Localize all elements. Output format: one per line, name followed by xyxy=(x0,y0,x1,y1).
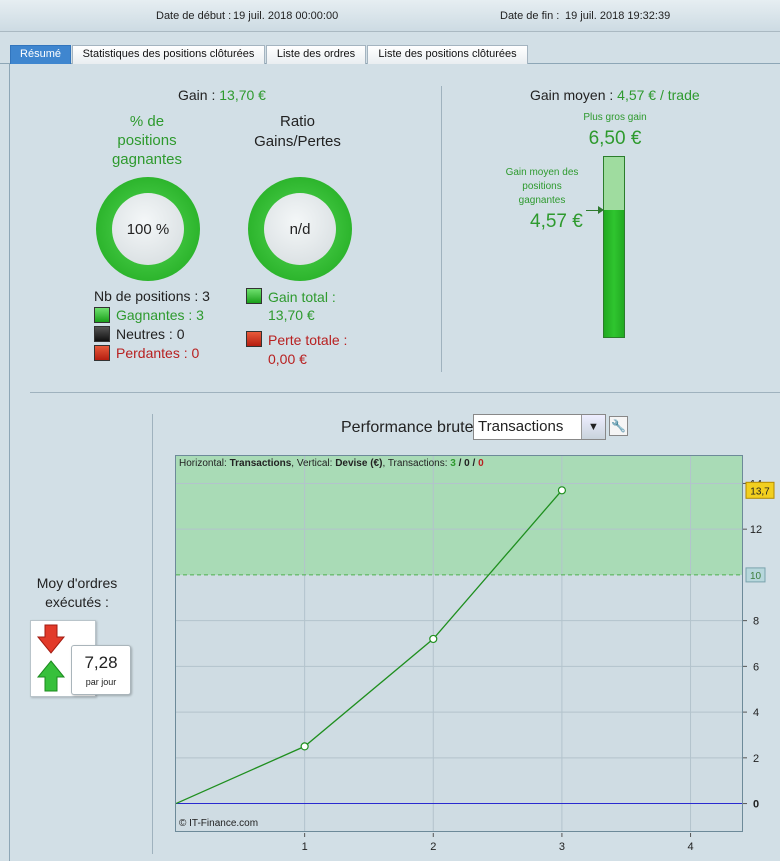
profit-zone xyxy=(176,456,742,575)
ratio-gauge: n/d xyxy=(248,177,352,281)
tab-resume[interactable]: Résumé xyxy=(10,45,71,64)
tab-orders-list[interactable]: Liste des ordres xyxy=(266,45,366,64)
order-arrows-icon xyxy=(36,624,66,692)
data-point xyxy=(557,486,567,495)
avg-gain-label: Gain moyen : xyxy=(530,87,614,103)
chart-copyright: © IT-Finance.com xyxy=(179,818,259,829)
neutral-count: Neutres : 0 xyxy=(116,326,185,342)
performance-line xyxy=(176,489,563,805)
avg-gain-summary: Gain moyen : 4,57 € / trade xyxy=(530,87,700,103)
avg-arrow-icon xyxy=(598,206,604,214)
tab-bar: Résumé Statistiques des positions clôtur… xyxy=(0,32,780,64)
avg-gain-value: 4,57 € / trade xyxy=(617,87,700,103)
section-divider xyxy=(30,392,780,393)
losers-count: Perdantes : 0 xyxy=(116,345,200,361)
loss-total-color-square xyxy=(246,331,262,347)
win-pct-value: 100 % xyxy=(112,193,184,265)
avg-win-value: 4,57 € xyxy=(530,211,583,232)
gain-bar-fill xyxy=(604,210,624,337)
loss-total: Perte totale : 0,00 € xyxy=(268,332,348,367)
orders-per-day-value: 7,28 xyxy=(84,653,118,672)
chart-legend: Horizontal: Transactions, Vertical: Devi… xyxy=(179,458,484,469)
performance-select[interactable]: Transactions ▼ xyxy=(473,414,606,440)
winners-color-square xyxy=(94,307,110,323)
performance-label: Performance brute xyxy=(341,419,474,436)
gain-label: Gain : xyxy=(178,87,216,103)
ratio-value: n/d xyxy=(264,193,336,265)
orders-title: Moy d'ordres exécutés : xyxy=(36,575,118,610)
win-pct-gauge: 100 % xyxy=(96,177,200,281)
tab-closed-positions-list[interactable]: Liste des positions clôturées xyxy=(367,45,528,64)
date-header: Date de début : 19 juil. 2018 00:00:00 D… xyxy=(0,0,780,32)
gain-total: Gain total : 13,70 € xyxy=(268,289,336,323)
winners-count: Gagnantes : 3 xyxy=(116,307,204,323)
orders-per-day-unit: par jour xyxy=(85,677,117,687)
biggest-gain-value: 6,50 € xyxy=(588,128,642,149)
avg-arrow-line xyxy=(586,210,602,211)
losers-color-square xyxy=(94,345,110,361)
biggest-gain-label: Plus gros gain xyxy=(583,112,647,123)
gain-total-color-square xyxy=(246,288,262,304)
data-point xyxy=(429,634,438,644)
chevron-down-icon[interactable]: ▼ xyxy=(581,415,605,439)
summary-divider xyxy=(441,86,442,372)
ratio-title: Ratio Gains/Pertes xyxy=(254,113,341,150)
summary-panel xyxy=(9,64,780,861)
avg-win-label: Gain moyen des positions gagnantes xyxy=(505,167,579,206)
positions-count: Nb de positions : 3 xyxy=(94,288,210,304)
start-date-value: 19 juil. 2018 00:00:00 xyxy=(233,10,339,22)
start-date-label: Date de début : xyxy=(156,10,232,22)
gain-value: 13,70 € xyxy=(219,87,266,103)
orders-per-day-card: 7,28 par jour xyxy=(71,645,131,695)
chart-canvas xyxy=(176,456,742,831)
gain-summary: Gain : 13,70 € xyxy=(178,87,266,103)
end-date-value: 19 juil. 2018 19:32:39 xyxy=(565,10,671,22)
end-date-label: Date de fin : xyxy=(500,10,560,22)
neutral-color-square xyxy=(94,326,110,342)
performance-select-value: Transactions xyxy=(478,418,564,435)
tab-closed-positions-stats[interactable]: Statistiques des positions clôturées xyxy=(72,45,265,64)
gain-bar xyxy=(603,156,625,338)
orders-divider xyxy=(152,414,153,854)
win-pct-title: % de positions gagnantes xyxy=(111,113,183,168)
data-point xyxy=(300,742,309,751)
wrench-icon[interactable]: 🔧 xyxy=(609,416,628,436)
performance-chart: Horizontal: Transactions, Vertical: Devi… xyxy=(175,455,743,832)
